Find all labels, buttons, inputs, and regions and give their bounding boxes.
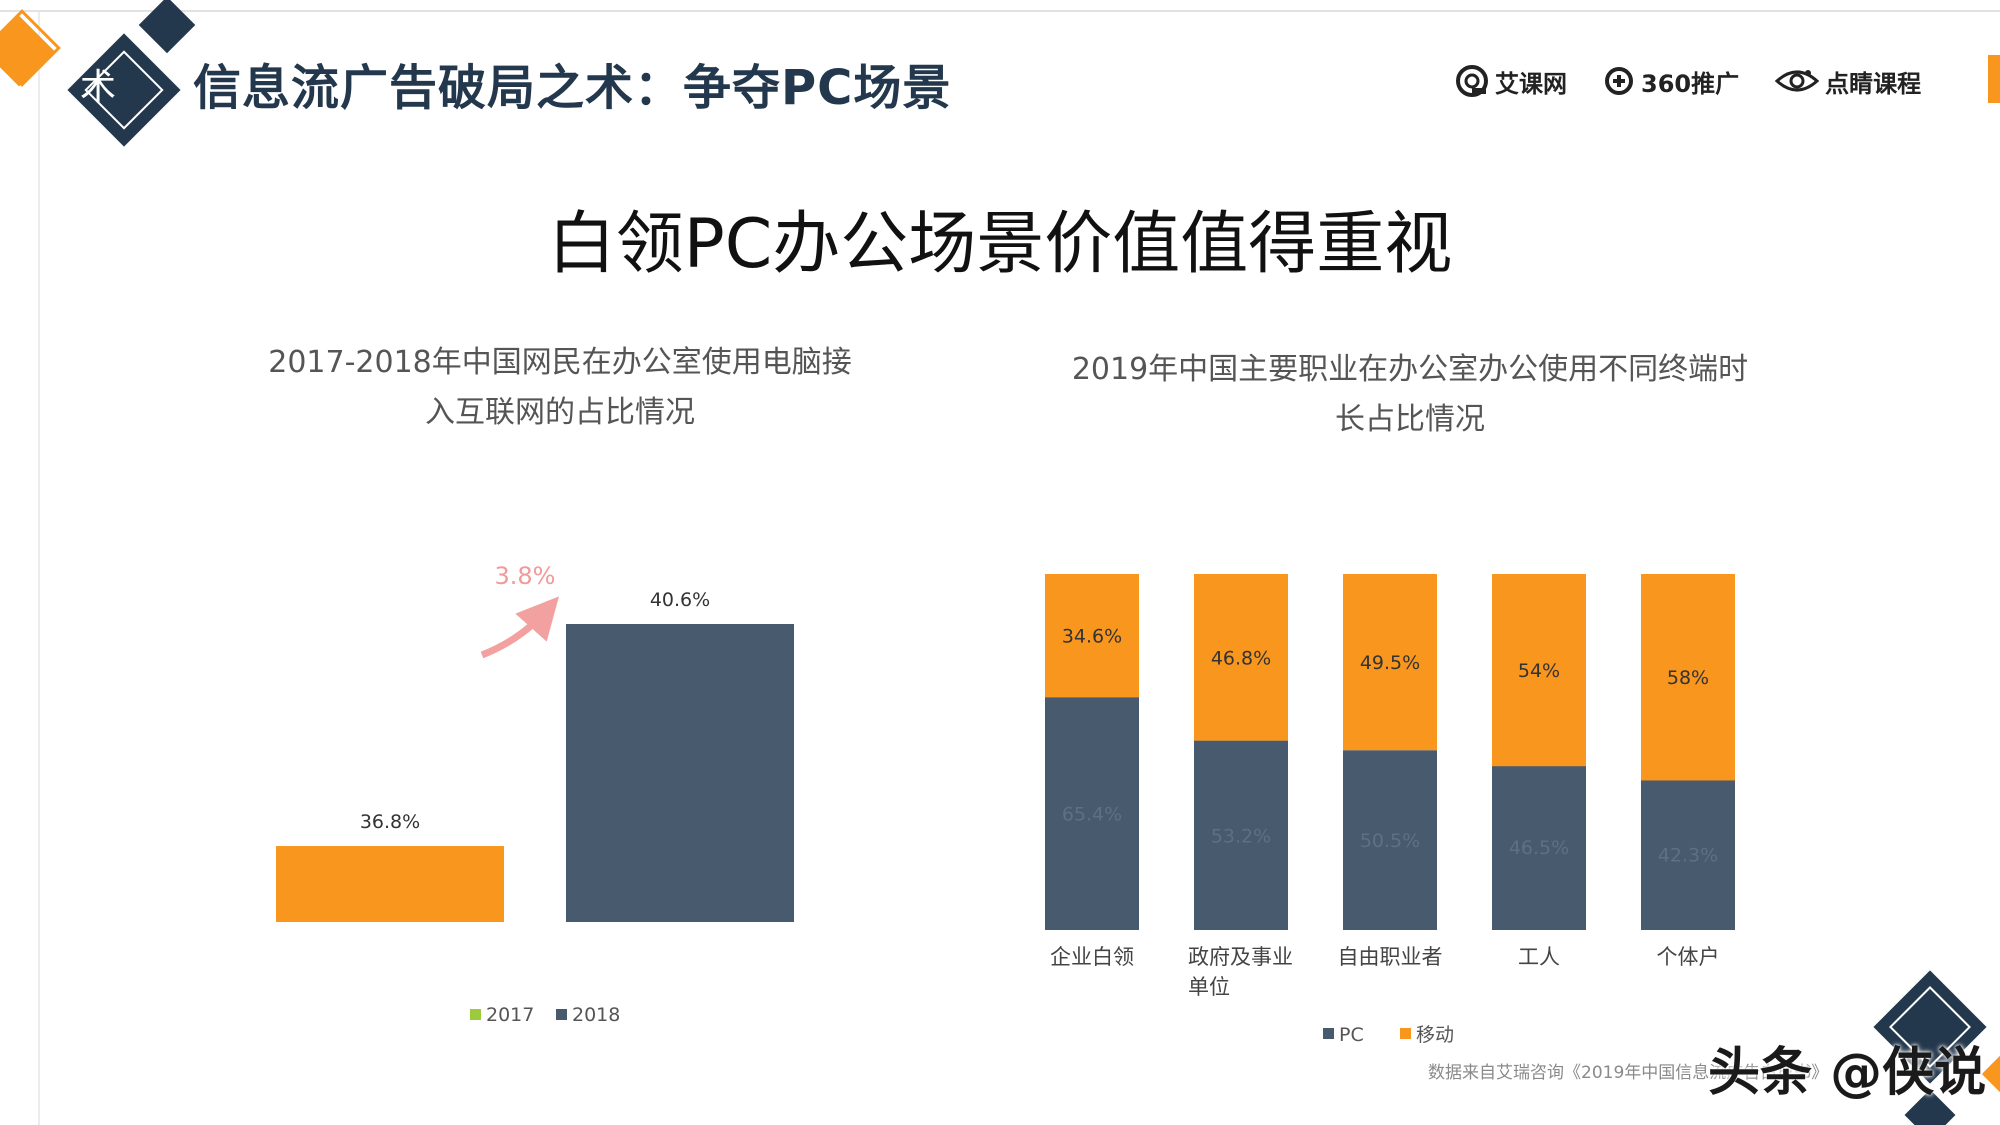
small-navy-diamond — [138, 0, 196, 54]
logo-dianjing-label: 点睛课程 — [1825, 69, 1922, 98]
chart2-mobile-value-label: 54% — [1518, 660, 1560, 682]
chart2-pc-value-label: 50.5% — [1360, 830, 1420, 852]
chart1-title: 2017-2018年中国网民在办公室使用电脑接 入互联网的占比情况 — [230, 338, 890, 438]
growth-annotation: 3.8% — [495, 562, 556, 590]
chart2-bar-pc — [1641, 779, 1735, 930]
logo-360-label: 360推广 — [1641, 69, 1740, 98]
chart2-mobile-value-label: 34.6% — [1062, 626, 1122, 648]
growth-arrow-icon — [480, 596, 559, 659]
chart2-legend-label: 移动 — [1416, 1024, 1454, 1046]
chart1-legend-swatch — [556, 1009, 567, 1020]
chart2-bar-mobile — [1194, 574, 1288, 741]
partner-logos: 艾课网 360推广 点睛课程 — [1455, 58, 1957, 104]
large-navy-diamond — [67, 33, 181, 147]
data-source-note: 数据来自艾瑞咨询《2019年中国信息流广告白皮书》 — [1428, 1063, 1829, 1083]
chart2-bar-pc — [1492, 764, 1586, 930]
chart1-legend-label: 2018 — [572, 1004, 620, 1026]
chart1-value-label: 36.8% — [360, 811, 420, 833]
chart2-category-label: 单位 — [1188, 975, 1230, 999]
footer-small-diamond — [1904, 1089, 1956, 1125]
chart2-category-label: 个体户 — [1657, 945, 1720, 969]
chart2-legend-swatch — [1400, 1028, 1411, 1039]
chart2-legend-label: PC — [1339, 1024, 1364, 1046]
chart2-title-line-2: 长占比情况 — [1335, 402, 1485, 437]
footer-diamond-decoration — [1873, 970, 2000, 1125]
chart2-category-label: 工人 — [1518, 945, 1560, 969]
header-diamond-decoration — [0, 0, 196, 147]
chart2-legend-swatch — [1323, 1028, 1334, 1039]
chart2-bar-pc — [1343, 750, 1437, 930]
chart2-bar-mobile — [1343, 574, 1437, 751]
chart1-title-line-1: 2017-2018年中国网民在办公室使用电脑接 — [268, 345, 852, 380]
orange-diamond-shape — [0, 9, 61, 87]
chart1-bar-2017 — [276, 846, 504, 922]
header-deco-character: 术 — [80, 67, 117, 108]
chart2-bar-pc — [1194, 740, 1288, 930]
chart2-bar-mobile — [1641, 574, 1735, 781]
top-rule — [0, 10, 2000, 12]
chart1-legend-swatch — [470, 1009, 481, 1020]
chart2-pc-value-label: 46.5% — [1509, 837, 1569, 859]
aikewang-logo-icon — [1456, 65, 1488, 97]
logo-aikewang: 艾课网 — [1455, 64, 1567, 99]
logo-dianjing: 点睛课程 — [1775, 64, 1921, 99]
chart2-pc-value-label: 42.3% — [1658, 845, 1718, 867]
chart2-mobile-value-label: 46.8% — [1211, 647, 1271, 669]
360-logo-icon — [1605, 67, 1633, 95]
left-rule — [38, 12, 40, 1125]
chart2-bar-mobile — [1045, 574, 1139, 698]
footer-orange-diamond — [1981, 1052, 2000, 1096]
logo-aikewang-label: 艾课网 — [1495, 69, 1567, 98]
chart1-bar-2018 — [566, 624, 794, 922]
chart2-mobile-value-label: 49.5% — [1360, 652, 1420, 674]
chart2-legend: PC 移动 — [1323, 1024, 1454, 1046]
chart2-category-label: 政府及事业 — [1188, 945, 1293, 969]
watermark-text: 头条 @侠说 — [1708, 1043, 1987, 1103]
chart2-category-label: 企业白领 — [1050, 945, 1134, 969]
dianjing-eye-icon — [1775, 70, 1820, 92]
chart2-bar-pc — [1045, 697, 1139, 930]
header-title: 信息流广告破局之术：争夺PC场景 — [193, 60, 952, 116]
chart2-title: 2019年中国主要职业在办公室办公使用不同终端时 长占比情况 — [1045, 345, 1775, 445]
chart1-value-label: 40.6% — [650, 589, 710, 611]
main-title: 白领PC办公场景价值值得重视 — [547, 205, 1453, 284]
chart2-bar-mobile — [1492, 574, 1586, 767]
chart2-mobile-value-label: 58% — [1667, 667, 1709, 689]
chart2-pc-value-label: 65.4% — [1062, 804, 1122, 826]
footer-inner-diamond — [1888, 985, 1972, 1069]
logo-360: 360推广 — [1603, 64, 1739, 99]
chart1-title-line-2: 入互联网的占比情况 — [425, 395, 695, 430]
chart2-pc-value-label: 53.2% — [1211, 825, 1271, 847]
orange-edge-tab — [1988, 55, 2000, 103]
chart2-category-label: 自由职业者 — [1338, 945, 1443, 969]
chart1-legend: 2017 2018 — [470, 1004, 620, 1026]
chart1-legend-label: 2017 — [486, 1004, 534, 1026]
inner-diamond-outline — [84, 50, 164, 130]
chart2-title-line-1: 2019年中国主要职业在办公室办公使用不同终端时 — [1071, 352, 1749, 387]
